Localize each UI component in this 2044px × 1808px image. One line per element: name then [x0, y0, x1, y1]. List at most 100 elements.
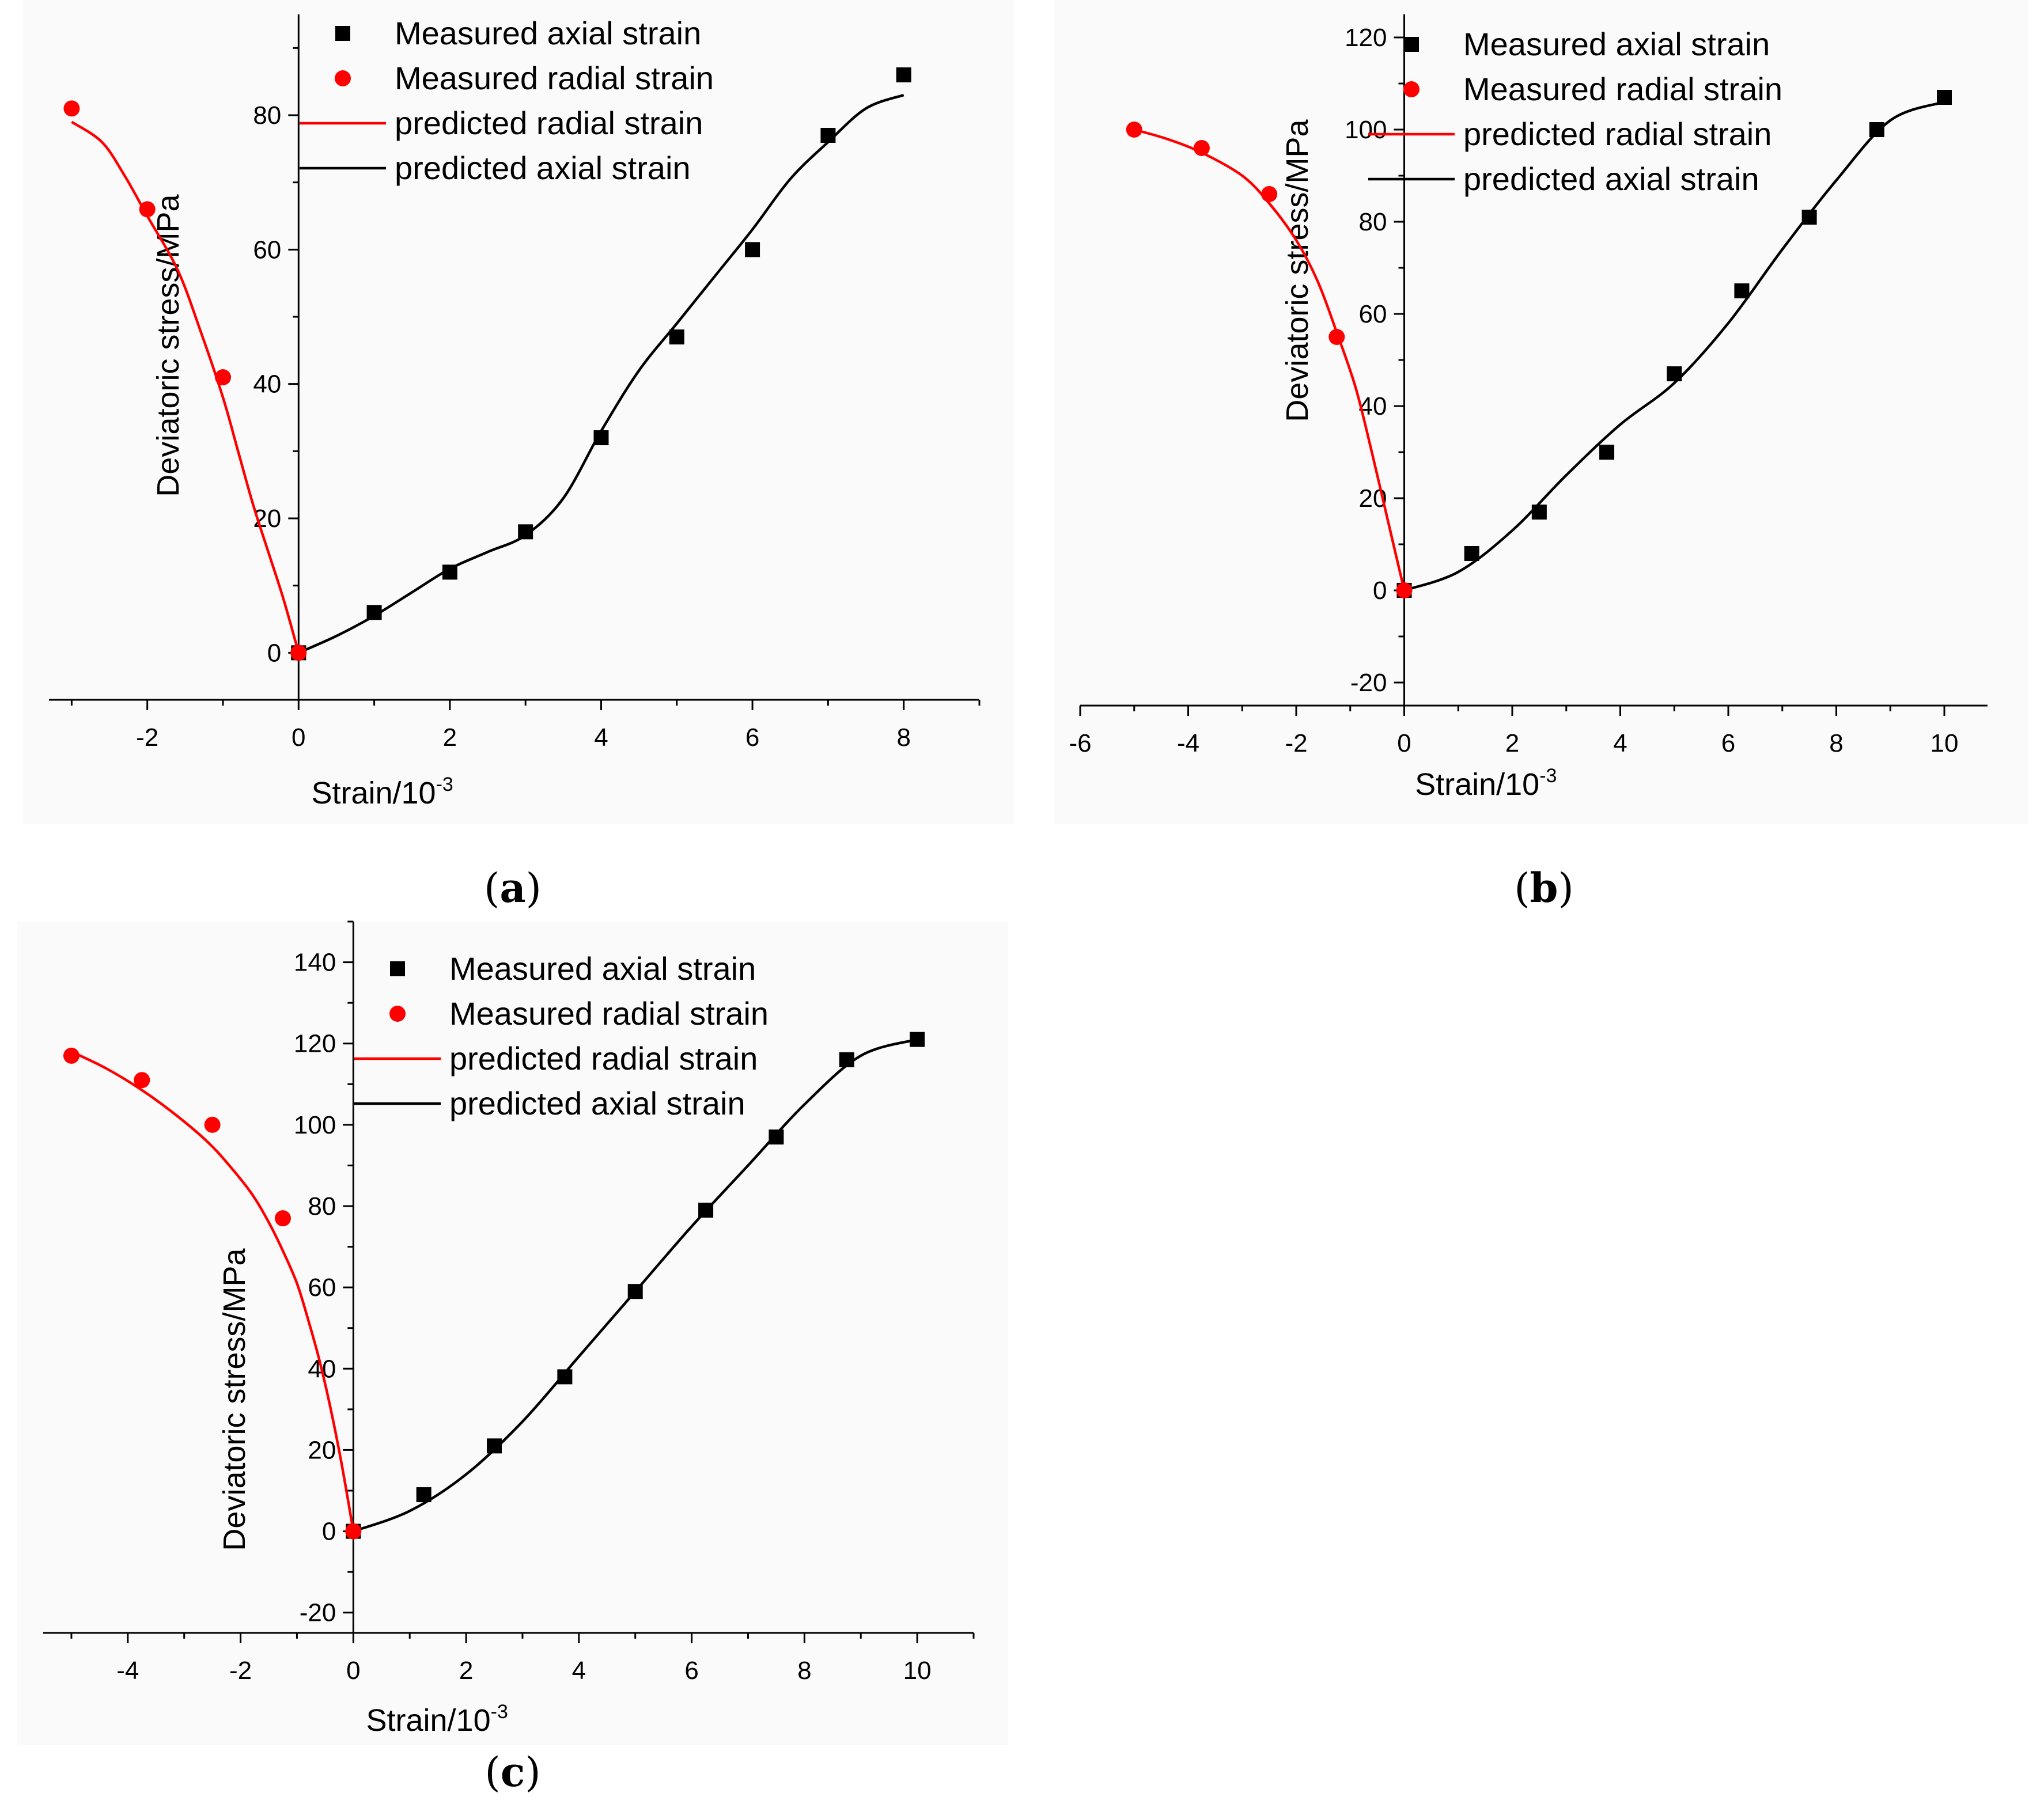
chart-b-measured-axial-point [1869, 122, 1884, 137]
chart-c-y-tick-label: 60 [308, 1273, 336, 1302]
chart-a-x-tick-label: 8 [896, 723, 910, 752]
chart-a-legend-marker-axial [335, 26, 350, 41]
chart-a-x-tick-label: 2 [443, 723, 457, 752]
chart-c-legend-label: Measured axial strain [449, 950, 756, 987]
chart-c-y-tick-label: 20 [308, 1436, 336, 1464]
chart-a-measured-axial-point [745, 242, 760, 257]
chart-b-x-tick-label: -2 [1285, 729, 1307, 757]
chart-b-y-tick-label: -20 [1350, 669, 1387, 697]
chart-b-y-label: Deviatoric stress/MPa [1280, 119, 1315, 422]
chart-b-legend-label: Measured axial strain [1463, 26, 1770, 62]
chart-b-measured-axial-point [1599, 445, 1615, 460]
chart-c-measured-radial-point [63, 1047, 80, 1064]
chart-c-legend-marker-axial [390, 961, 405, 976]
chart-a-measured-axial-point [442, 564, 457, 580]
chart-a-y-label: Deviatoric stress/MPa [151, 194, 186, 496]
chart-a-legend-label: predicted radial strain [395, 105, 703, 141]
chart-b-x-tick-label: 4 [1613, 729, 1627, 757]
chart-c-x-tick-label: 0 [346, 1657, 360, 1685]
chart-b-legend-label: predicted axial strain [1463, 161, 1759, 197]
chart-b: -6 -4 -2 0 2 4 6 8 10-20020406080100120Strain/10… [1069, 14, 1988, 802]
chart-c: -4 -2 0 2 4 6 8 10-20020406080100120140Strain/1… [43, 920, 975, 1738]
chart-a-measured-axial-point [669, 329, 684, 344]
chart-c-legend-marker-radial [389, 1006, 406, 1022]
caption-a-letter: a [499, 864, 526, 912]
chart-c-x-label: Strain/10-3 [366, 1701, 508, 1738]
chart-b-x-tick-label: 2 [1505, 729, 1519, 757]
chart-a-x-tick-label: 6 [745, 723, 759, 752]
chart-a-y-tick-label: 0 [267, 639, 281, 667]
chart-b-measured-axial-point [1801, 210, 1817, 225]
chart-b-x-label: Strain/10-3 [1415, 765, 1557, 802]
chart-c-y-tick-label: 80 [308, 1192, 336, 1221]
chart-a-x-tick-label: 0 [292, 723, 305, 752]
chart-a-y-tick-label: 40 [253, 370, 281, 399]
chart-c-legend-label: predicted axial strain [449, 1085, 745, 1121]
chart-c-y-tick-label: 120 [294, 1030, 336, 1058]
chart-b-measured-radial-point [1396, 582, 1413, 598]
chart-b-y-tick-label: 0 [1373, 577, 1387, 605]
chart-a-measured-radial-point [290, 645, 307, 661]
chart-c-legend-label: predicted radial strain [449, 1040, 758, 1077]
chart-c-y-tick-label: 0 [322, 1518, 336, 1546]
chart-a-measured-radial-point [214, 369, 231, 385]
chart-c-x-tick-label: 4 [572, 1657, 586, 1685]
chart-b-x-tick-label: 0 [1397, 729, 1411, 757]
chart-a-predicted-axial-line [298, 93, 904, 654]
chart-a-x-label: Strain/10-3 [311, 774, 453, 810]
chart-panel-b: -6 -4 -2 0 2 4 6 8 10 -20 0 20 40 60 80 100 120 Strain/10… [1054, 0, 2028, 824]
chart-b-legend-label: predicted radial strain [1463, 116, 1772, 152]
chart-c-measured-radial-point [134, 1072, 150, 1089]
chart-b-y-tick-label: 80 [1359, 208, 1387, 236]
caption-b-letter: b [1530, 864, 1558, 912]
caption-b: (b) [1514, 864, 1574, 912]
chart-a-predicted-radial-line [71, 120, 300, 653]
chart-c-measured-axial-point [416, 1487, 431, 1503]
chart-a-measured-radial-point [63, 100, 80, 117]
chart-b-y-tick-label: 100 [1345, 116, 1387, 144]
caption-c-letter: c [500, 1748, 525, 1796]
chart-b-measured-radial-point [1126, 122, 1142, 138]
chart-c-x-tick-label: -2 [229, 1657, 252, 1685]
chart-a-legend-label: predicted axial strain [395, 150, 691, 186]
chart-b-legend-marker-axial [1404, 37, 1419, 52]
chart-a-measured-axial-point [820, 128, 836, 143]
chart-b-measured-axial-point [1734, 283, 1750, 298]
chart-c-measured-radial-point [274, 1210, 291, 1227]
chart-b-measured-axial-point [1531, 505, 1547, 520]
chart-c-measured-axial-point [627, 1284, 643, 1299]
chart-b-y-tick-label: 60 [1359, 300, 1387, 328]
chart-b-measured-radial-point [1261, 186, 1278, 202]
chart-c-x-tick-label: 6 [684, 1657, 698, 1685]
chart-c-predicted-radial-line [70, 1050, 355, 1532]
chart-c-y-tick-label: 140 [294, 949, 336, 977]
chart-b-x-tick-label: 6 [1721, 729, 1735, 757]
chart-a-measured-axial-point [366, 605, 382, 620]
chart-b-y-tick-label: 120 [1345, 24, 1387, 52]
chart-b-x-tick-label: 8 [1829, 729, 1843, 757]
chart-c-measured-axial-point [557, 1369, 573, 1385]
chart-a-measured-axial-point [896, 67, 911, 82]
chart-a-x-tick-label: -2 [136, 723, 158, 752]
chart-c-measured-axial-point [487, 1438, 502, 1454]
chart-a-legend-marker-radial [335, 70, 351, 86]
chart-c-measured-radial-point [345, 1523, 362, 1540]
chart-c-x-tick-label: 8 [797, 1657, 811, 1685]
chart-a-x-tick-label: 4 [594, 723, 608, 752]
chart-c-x-tick-label: 10 [903, 1657, 932, 1685]
chart-b-measured-axial-point [1937, 90, 1952, 105]
chart-c-y-tick-label: 100 [294, 1111, 336, 1139]
chart-c-x-tick-label: -4 [116, 1657, 139, 1685]
chart-b-measured-axial-point [1667, 366, 1682, 381]
chart-b-measured-radial-point [1193, 140, 1210, 156]
chart-a-measured-axial-point [593, 430, 609, 445]
chart-c-x-tick-label: 2 [459, 1657, 473, 1685]
chart-b-measured-radial-point [1328, 329, 1345, 345]
chart-panel-a: -2 0 2 4 6 8 0 20 40 60 80 Strain/10-3 Deviatoric st… [23, 0, 1014, 824]
chart-a-legend-label: Measured axial strain [395, 15, 701, 51]
chart-a-legend-label: Measured radial strain [395, 60, 714, 96]
chart-c-measured-axial-point [839, 1052, 854, 1067]
chart-b-legend-marker-radial [1403, 81, 1420, 97]
caption-a: (a) [484, 864, 542, 912]
chart-b-x-tick-label: 10 [1931, 729, 1959, 757]
